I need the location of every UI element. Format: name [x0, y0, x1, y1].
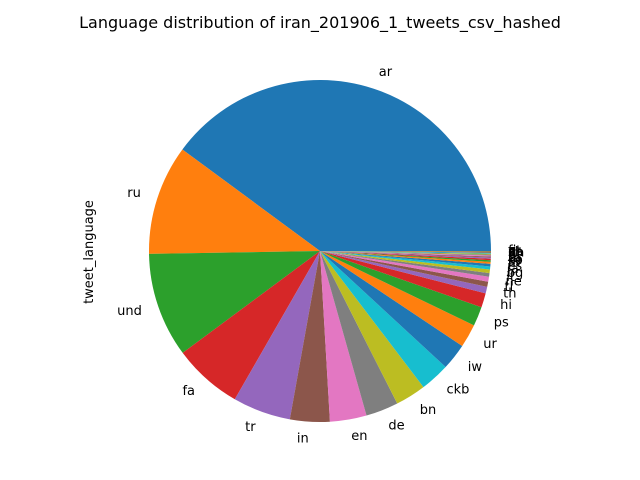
- pie-label-zh: zh: [508, 245, 523, 260]
- pie-label-iw: iw: [468, 360, 483, 375]
- pie-slice-ja: [320, 251, 491, 270]
- y-axis-label: tweet_language: [82, 200, 97, 304]
- pie-label-en: en: [351, 429, 367, 444]
- chart-title: Language distribution of iran_201906_1_t…: [79, 13, 561, 33]
- pie-slice-pt: [320, 251, 491, 255]
- pie-label-in: in: [297, 431, 309, 446]
- pie-slice-und: [149, 251, 320, 353]
- pie-label-ur: ur: [483, 337, 497, 352]
- pie-slice-ar: [182, 80, 491, 251]
- pie-slice-ps: [320, 251, 482, 326]
- pie-label-fr: fr: [508, 257, 519, 272]
- pie-slice-et: [320, 251, 492, 252]
- pie-label-bn: bn: [420, 403, 437, 418]
- pie-slice-lt: [320, 251, 491, 254]
- pie-slice-sv: [320, 251, 491, 262]
- pie-slice-pl: [320, 251, 491, 258]
- pie-slice-bg: [320, 251, 490, 274]
- pie-label-ru: ru: [127, 186, 141, 201]
- pie-slice-fr: [320, 251, 491, 264]
- pie-slice-ko: [320, 251, 491, 261]
- pie-slice-ne: [320, 251, 490, 282]
- pie-slice-tl: [320, 251, 489, 287]
- pie-slice-ht: [320, 251, 491, 256]
- pie-label-ne: ne: [506, 275, 522, 290]
- pie-label-pl: pl: [508, 250, 520, 265]
- pie-slice-th: [320, 251, 488, 294]
- pie-slice-ru: [148, 149, 320, 254]
- pie-label-und: und: [117, 304, 142, 319]
- pie-slice-hi: [320, 251, 486, 308]
- pie-slice-tr: [234, 251, 320, 420]
- pie-slice-ro: [320, 251, 491, 259]
- pie-slice-fa: [182, 251, 320, 400]
- pie-label-da: da: [508, 245, 524, 260]
- pie-label-tl: tl: [504, 280, 513, 295]
- pie-label-hi: hi: [500, 298, 512, 313]
- pie-slice-es: [320, 251, 491, 267]
- pie-slice-en: [320, 251, 367, 422]
- pie-label-de: de: [388, 419, 404, 434]
- pie-label-ht: ht: [508, 248, 521, 263]
- pie-slice-in: [289, 251, 330, 422]
- pie-slices: [148, 80, 492, 422]
- pie-label-ar: ar: [379, 65, 393, 80]
- pie-label-sv: sv: [508, 255, 523, 270]
- pie-label-it: it: [506, 270, 515, 285]
- pie-label-ko: ko: [508, 253, 523, 268]
- pie-slice-it: [320, 251, 490, 277]
- pie-slice-da: [320, 251, 491, 254]
- pie-label-fi: fi: [508, 244, 516, 259]
- pie-slice-de: [320, 251, 398, 416]
- pie-label-bg: bg: [507, 266, 524, 281]
- pie-label-pt: pt: [508, 247, 521, 262]
- pie-slice-zh: [320, 251, 491, 253]
- pie-label-lt: lt: [508, 246, 517, 261]
- pie-label-ja: ja: [506, 262, 519, 277]
- pie-label-th: th: [503, 287, 516, 302]
- pie-label-es: es: [507, 259, 522, 274]
- pie-slice-iw: [320, 251, 463, 368]
- pie-label-ps: ps: [494, 315, 509, 330]
- pie-label-et: et: [508, 244, 521, 259]
- pie-label-nl: nl: [508, 249, 520, 264]
- pie-slice-bn: [320, 251, 424, 404]
- pie-label-ckb: ckb: [446, 383, 469, 398]
- pie-label-ro: ro: [508, 251, 521, 266]
- pie-slice-ckb: [320, 251, 446, 388]
- pie-slice-nl: [320, 251, 491, 257]
- pie-slice-ur: [320, 251, 474, 346]
- pie-label-tr: tr: [245, 420, 256, 435]
- pie-label-fa: fa: [182, 384, 195, 399]
